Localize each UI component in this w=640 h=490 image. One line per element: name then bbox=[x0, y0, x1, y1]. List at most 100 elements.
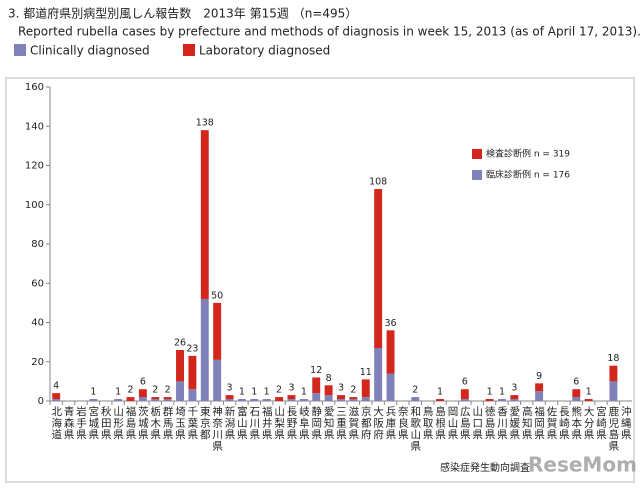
legend-label: Laboratory diagnosed bbox=[199, 44, 330, 58]
bar-segment bbox=[188, 389, 197, 401]
x-tick-label: 秋田県 bbox=[100, 405, 112, 440]
x-tick-label: 鳥取県 bbox=[422, 405, 434, 440]
y-tick-label: 20 bbox=[31, 357, 44, 368]
bar-segment bbox=[361, 397, 370, 401]
x-tick-label: 山口県 bbox=[471, 406, 483, 441]
x-tick-label: 京都府 bbox=[360, 405, 372, 440]
x-tick-label: 岩手県 bbox=[75, 405, 87, 440]
total-label: 2 bbox=[412, 385, 418, 396]
bar-segment bbox=[386, 330, 395, 374]
x-tick-label: 徳島県 bbox=[484, 405, 496, 440]
bar-segment bbox=[188, 355, 197, 390]
bar-segment bbox=[250, 399, 259, 401]
total-label: 1 bbox=[586, 387, 592, 398]
x-tick-label: 三重県 bbox=[335, 406, 347, 441]
bar-segment bbox=[126, 397, 135, 401]
bar-segment bbox=[138, 397, 147, 401]
bar-segment bbox=[176, 381, 184, 401]
bar-segment bbox=[349, 399, 358, 401]
x-tick-label: 埼玉県 bbox=[174, 405, 186, 440]
total-label: 1 bbox=[301, 387, 307, 398]
bar-segment bbox=[485, 399, 494, 401]
bar-segment bbox=[225, 399, 234, 401]
total-label: 9 bbox=[536, 371, 542, 382]
x-tick-label: 福島県 bbox=[124, 405, 136, 440]
total-label: 36 bbox=[384, 318, 396, 329]
x-tick-label: 鹿児島県 bbox=[607, 405, 619, 452]
bar-segment bbox=[535, 383, 544, 392]
total-label: 8 bbox=[326, 373, 332, 384]
bar-segment bbox=[200, 298, 209, 401]
bar-segment bbox=[52, 399, 61, 401]
bar-segment bbox=[299, 399, 308, 401]
total-label: 108 bbox=[369, 177, 387, 188]
bar-segment bbox=[287, 395, 296, 400]
total-label: 3 bbox=[288, 383, 294, 394]
x-tick-label: 熊本県 bbox=[570, 405, 582, 440]
x-tick-label: 福岡県 bbox=[533, 405, 545, 440]
total-label: 3 bbox=[338, 383, 344, 394]
bar-segment bbox=[312, 377, 321, 394]
total-label: 1 bbox=[115, 387, 121, 398]
bar-segment bbox=[89, 399, 98, 401]
x-tick-label: 宮崎県 bbox=[595, 405, 607, 440]
bar-segment bbox=[287, 399, 296, 401]
bar-segment bbox=[411, 397, 420, 401]
total-label: 3 bbox=[227, 383, 233, 394]
bar-segment bbox=[225, 395, 234, 400]
chart-title: 3. 都道府県別病型別風しん報告数 2013年 第15週 （n=495） bbox=[8, 6, 357, 21]
x-tick-label: 茨城県 bbox=[137, 405, 149, 440]
x-tick-label: 山梨県 bbox=[273, 406, 285, 441]
x-tick-label: 島根県 bbox=[434, 405, 446, 440]
y-tick-label: 0 bbox=[38, 396, 44, 407]
y-tick-label: 160 bbox=[25, 82, 44, 93]
bar-segment bbox=[460, 389, 469, 400]
bar-segment bbox=[213, 302, 222, 360]
x-tick-label: 岡山県 bbox=[446, 406, 458, 441]
bar-segment bbox=[349, 397, 358, 400]
total-label: 1 bbox=[90, 387, 96, 398]
x-tick-label: 滋賀県 bbox=[347, 405, 359, 440]
bar-segment bbox=[374, 189, 383, 349]
x-tick-label: 群馬県 bbox=[162, 405, 174, 440]
chart-subtitle: Reported rubella cases by prefecture and… bbox=[18, 25, 640, 39]
x-tick-label: 大分県 bbox=[583, 405, 595, 440]
legend-note-swatch bbox=[472, 149, 482, 159]
total-label: 1 bbox=[499, 387, 505, 398]
bar-segment bbox=[262, 399, 271, 401]
bar-segment bbox=[151, 397, 160, 400]
total-label: 4 bbox=[53, 381, 59, 392]
bar-segment bbox=[535, 391, 544, 401]
x-tick-label: 富山県 bbox=[236, 405, 248, 440]
x-tick-label: 岐阜県 bbox=[298, 405, 310, 440]
total-label: 23 bbox=[186, 343, 198, 354]
total-label: 2 bbox=[127, 385, 133, 396]
total-label: 2 bbox=[350, 385, 356, 396]
bar-segment bbox=[572, 397, 581, 401]
x-tick-label: 静岡県 bbox=[310, 405, 322, 440]
bar-segment bbox=[138, 389, 147, 398]
bar-segment bbox=[200, 130, 209, 299]
total-label: 18 bbox=[607, 353, 619, 364]
bar-segment bbox=[337, 395, 345, 400]
x-tick-label: 宮城県 bbox=[87, 405, 99, 440]
total-label: 12 bbox=[310, 365, 322, 376]
legend-note: 臨床診断例 n = 176 bbox=[486, 169, 570, 181]
x-tick-label: 長野県 bbox=[285, 406, 297, 441]
bar-segment bbox=[374, 348, 383, 401]
x-tick-label: 山形県 bbox=[112, 406, 124, 441]
bar-segment bbox=[114, 399, 123, 401]
bar-segment bbox=[498, 399, 506, 401]
bar-segment bbox=[609, 365, 618, 382]
total-label: 1 bbox=[437, 387, 443, 398]
bar-segment bbox=[237, 399, 246, 401]
legend-swatch bbox=[183, 44, 195, 56]
total-label: 1 bbox=[264, 387, 270, 398]
bar-segment bbox=[324, 395, 333, 401]
x-tick-label: 神奈川県 bbox=[211, 405, 223, 452]
x-tick-label: 香川県 bbox=[496, 406, 508, 441]
bar-segment bbox=[163, 397, 172, 400]
plot-frame bbox=[5, 77, 635, 483]
x-tick-label: 奈良県 bbox=[397, 405, 409, 440]
x-tick-label: 兵庫県 bbox=[385, 405, 397, 440]
